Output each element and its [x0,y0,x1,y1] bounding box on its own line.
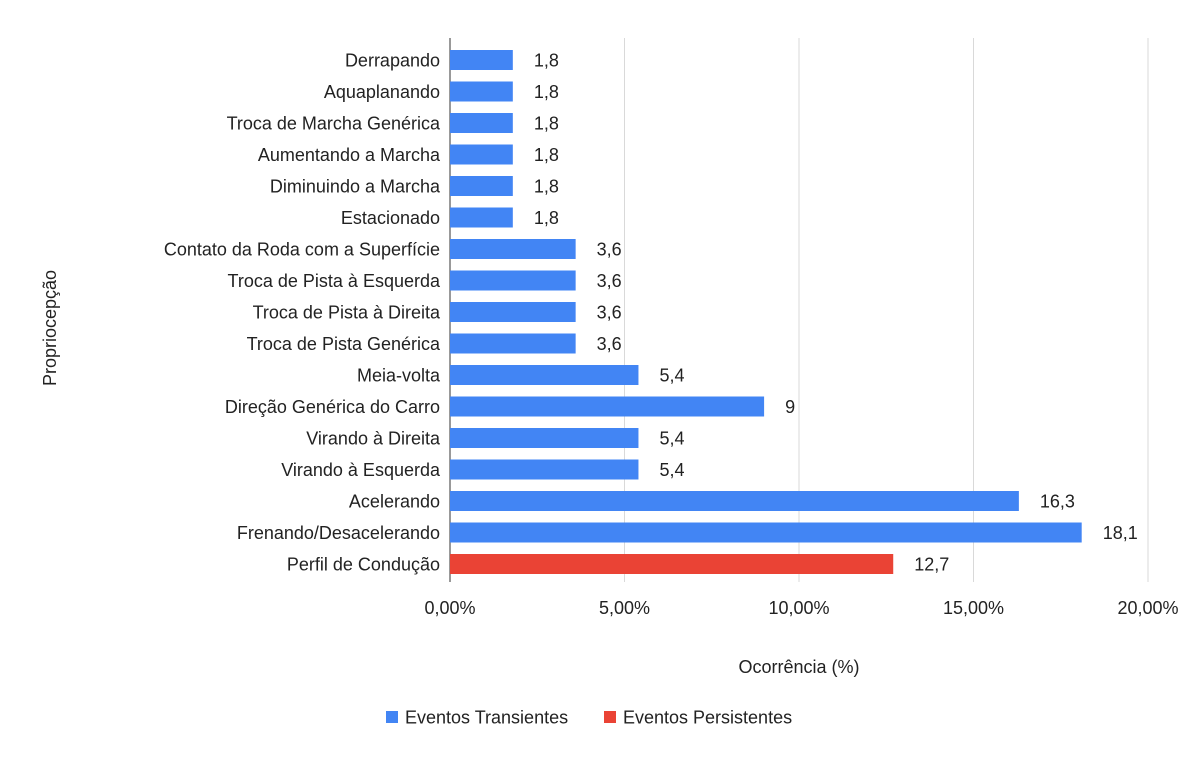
category-label: Aquaplanando [324,82,440,102]
x-tick-labels: 0,00% 5,00% 10,00% 15,00% 20,00% [424,598,1178,618]
bar [450,459,639,480]
category-label: Meia-volta [357,366,441,386]
data-label: 3,6 [597,303,622,323]
bar [450,396,765,417]
data-label: 1,8 [534,145,559,165]
bar [450,554,894,574]
data-label: 1,8 [534,114,559,134]
bar [450,428,639,448]
x-tick-label: 5,00% [599,598,650,618]
bar [450,365,639,385]
category-label: Virando à Esquerda [281,460,441,480]
category-label: Troca de Pista à Esquerda [228,271,441,291]
data-label: 3,6 [597,271,622,291]
data-label: 12,7 [914,555,949,575]
data-label: 3,6 [597,240,622,260]
category-label: Troca de Pista à Direita [253,303,441,323]
category-label: Troca de Pista Genérica [247,334,441,354]
bar [450,522,1082,543]
bar [450,239,576,259]
category-label: Aumentando a Marcha [258,145,441,165]
legend-entry: Eventos Persistentes [623,708,792,728]
x-axis-title: Ocorrência (%) [738,657,859,677]
data-label: 5,4 [659,366,684,386]
category-label: Contato da Roda com a Superfície [164,240,440,260]
bars [450,50,1082,574]
x-tick-label: 20,00% [1117,598,1178,618]
data-label: 5,4 [659,460,684,480]
bar [450,270,576,291]
category-label: Derrapando [345,51,440,71]
data-label: 1,8 [534,82,559,102]
category-label: Frenando/Desacelerando [237,523,440,543]
data-label: 16,3 [1040,492,1075,512]
category-label: Estacionado [341,208,440,228]
legend-swatch [604,711,616,723]
legend-entry: Eventos Transientes [405,708,568,728]
y-axis-title: Propriocepção [40,270,60,386]
bar [450,176,513,196]
legend: Eventos Transientes Eventos Persistentes [386,708,792,728]
bar [450,302,576,322]
legend-swatch [386,711,398,723]
bar [450,81,513,102]
bar [450,113,513,133]
category-label: Virando à Direita [306,429,441,449]
category-labels: Derrapando Aquaplanando Troca de Marcha Ge… [164,51,441,575]
value-labels: 1,8 1,8 1,8 1,8 1,8 1,8 3,6 3,6 3,6 3,6 5,4 9 5,4 5,4… [534,51,1138,575]
bar [450,144,513,165]
category-label: Perfil de Condução [287,555,440,575]
data-label: 5,4 [659,429,684,449]
category-label: Troca de Marcha Genérica [227,114,441,134]
category-label: Acelerando [349,492,440,512]
x-tick-label: 15,00% [943,598,1004,618]
bar [450,50,513,70]
bar [450,491,1019,511]
data-label: 18,1 [1103,523,1138,543]
x-tick-label: 10,00% [768,598,829,618]
data-label: 1,8 [534,51,559,71]
data-label: 3,6 [597,334,622,354]
bar [450,333,576,354]
data-label: 1,8 [534,177,559,197]
bar [450,207,513,228]
x-tick-label: 0,00% [424,598,475,618]
category-label: Diminuindo a Marcha [270,177,441,197]
data-label: 1,8 [534,208,559,228]
category-label: Direção Genérica do Carro [225,397,440,417]
data-label: 9 [785,397,795,417]
